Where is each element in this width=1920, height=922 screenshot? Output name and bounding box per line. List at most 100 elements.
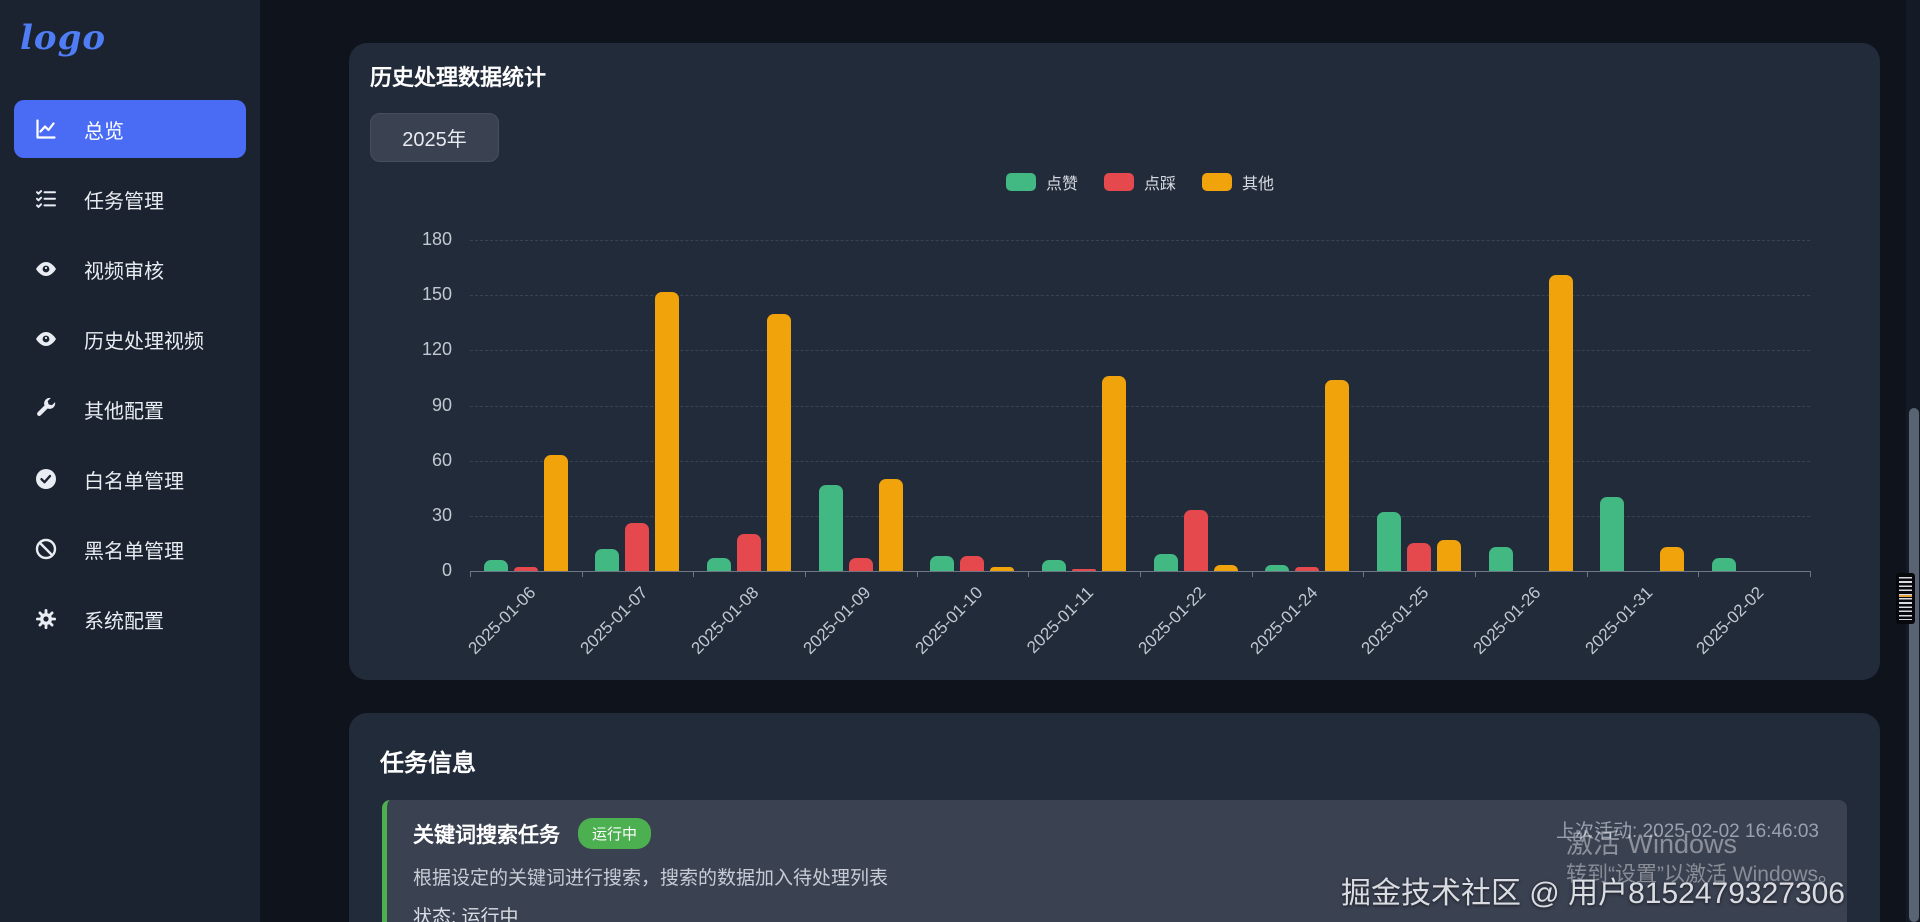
wrench-icon: [34, 397, 58, 421]
y-axis-label-30: 30: [431, 504, 452, 525]
bar-group-2025-01-10: [917, 556, 1029, 571]
x-axis-tick: [1028, 571, 1030, 577]
x-axis-tick: [470, 571, 471, 577]
bar-group-2025-01-06: [470, 455, 582, 571]
gridline-90: [470, 405, 1810, 407]
bar-other: [1213, 565, 1238, 571]
bar-group-2025-02-02: [1698, 558, 1810, 571]
x-axis-label: 2025-01-24: [1246, 583, 1321, 658]
y-axis-label-60: 60: [431, 449, 452, 470]
task-status-badge: 运行中: [578, 818, 652, 849]
legend-item-other[interactable]: 其他: [1202, 170, 1274, 194]
eye-icon: [34, 257, 58, 281]
sidebar-item-history-videos[interactable]: 历史处理视频: [14, 310, 246, 368]
x-axis-tick: [1363, 571, 1365, 577]
x-axis-label: 2025-01-07: [576, 583, 651, 658]
x-axis-label: 2025-01-31: [1581, 583, 1656, 658]
sidebar-item-other-config[interactable]: 其他配置: [14, 380, 246, 438]
sidebar-item-label: 总览: [84, 120, 124, 143]
bar-other: [1102, 376, 1127, 571]
bar-group-2025-01-22: [1140, 510, 1252, 571]
bar-likes: [1377, 512, 1402, 571]
bar-likes: [1488, 547, 1513, 571]
x-axis-tick: [581, 571, 583, 577]
legend-swatch-likes: [1005, 173, 1036, 191]
bar-dislikes: [1295, 567, 1320, 571]
scroll-minimap-widget[interactable]: [1896, 573, 1915, 624]
sidebar-item-label: 黑名单管理: [84, 540, 184, 563]
bar-dislikes: [960, 556, 985, 571]
task-name: 关键词搜索任务: [413, 823, 560, 847]
x-axis-label: 2025-01-26: [1469, 583, 1545, 658]
bar-other: [655, 291, 680, 571]
task-info-card: 任务信息 关键词搜索任务 运行中 根据设定的关键词进行搜索，搜索的数据加入待处理…: [349, 713, 1880, 922]
bar-group-2025-01-31: [1587, 497, 1699, 571]
bar-dislikes: [1183, 510, 1208, 571]
sidebar-item-whitelist[interactable]: 白名单管理: [14, 450, 246, 508]
sidebar-item-label: 视频审核: [84, 260, 164, 283]
ban-icon: [34, 537, 58, 561]
chart-line-icon: [34, 117, 58, 141]
bar-other: [1660, 547, 1685, 571]
x-axis-label: 2025-01-25: [1357, 583, 1433, 658]
sidebar-item-video-review[interactable]: 视频审核: [14, 240, 246, 298]
x-axis-label: 2025-01-11: [1023, 583, 1098, 658]
year-selector-button[interactable]: 2025年: [370, 113, 499, 162]
gear-icon: [34, 607, 58, 631]
task-last-activity: 上次活动: 2025-02-02 16:46:03: [1556, 821, 1819, 842]
minimap-stripes-icon: [1899, 577, 1912, 620]
bar-likes: [1042, 559, 1067, 571]
y-axis-label-90: 90: [431, 394, 452, 415]
bar-dislikes: [737, 534, 762, 571]
sidebar-menu: 总览任务管理视频审核历史处理视频 其他配置白名单管理黑名单管理系统配置: [0, 100, 260, 648]
bar-likes: [1153, 554, 1178, 571]
x-axis-label: 2025-01-08: [687, 583, 763, 658]
x-axis-label: 2025-01-22: [1134, 583, 1210, 658]
x-axis-tick: [693, 571, 695, 577]
bar-likes: [930, 556, 955, 571]
bar-other: [1548, 274, 1573, 571]
bar-group-2025-01-07: [582, 291, 694, 571]
gridline-60: [470, 460, 1810, 462]
legend-item-likes[interactable]: 点赞: [1005, 170, 1078, 194]
sidebar-item-label: 系统配置: [84, 610, 164, 633]
bar-other: [990, 567, 1015, 571]
y-axis-label-150: 150: [421, 284, 452, 305]
bar-group-2025-01-24: [1252, 379, 1364, 571]
legend-item-dislikes[interactable]: 点踩: [1103, 170, 1176, 194]
bar-dislikes: [625, 523, 650, 571]
chart-title: 历史处理数据统计: [370, 65, 547, 90]
sidebar-item-label: 其他配置: [84, 400, 164, 423]
bar-dislikes: [1407, 543, 1432, 571]
legend-label-other: 其他: [1242, 176, 1275, 193]
sidebar-item-overview[interactable]: 总览: [14, 100, 246, 158]
x-axis-label: 2025-01-09: [799, 583, 875, 658]
task-status-text: 状态: 运行中: [413, 907, 519, 922]
bar-chart-plot: 0 30 60 90 120 150 180 2025-01-06 2025-01-07 2025…: [422, 229, 1811, 658]
task-head: 关键词搜索任务 运行中: [413, 818, 1821, 849]
sidebar-item-blacklist[interactable]: 黑名单管理: [14, 520, 246, 578]
y-axis-label-180: 180: [421, 229, 452, 249]
legend-label-likes: 点赞: [1045, 176, 1078, 193]
bar-group-2025-01-11: [1028, 376, 1140, 571]
bar-other: [543, 455, 568, 571]
check-circle-icon: [34, 467, 58, 491]
sidebar-item-system-config[interactable]: 系统配置: [14, 590, 246, 648]
task-description: 根据设定的关键词进行搜索，搜索的数据加入待处理列表: [413, 868, 889, 889]
bar-likes: [707, 558, 732, 571]
x-axis-tick: [805, 571, 806, 577]
x-axis-tick: [1140, 571, 1141, 577]
legend-swatch-dislikes: [1103, 173, 1134, 191]
bar-group-2025-01-26: [1475, 274, 1587, 571]
bar-other: [1437, 539, 1462, 571]
x-axis-tick: [1586, 571, 1588, 577]
chart-legend: 点赞 点踩 其他: [470, 170, 1810, 194]
sidebar-item-task-management[interactable]: 任务管理: [14, 170, 246, 228]
bar-likes: [595, 548, 620, 571]
x-axis-label: 2025-01-10: [911, 583, 986, 658]
sidebar: logo 总览 任务管理 视频审核 历史处理视频 其他配置 白名单管理 黑名单管理 系统配置: [0, 0, 260, 922]
x-axis-tick: [1810, 571, 1811, 577]
scrollbar-thumb[interactable]: [1909, 408, 1919, 922]
x-axis-label: 2025-01-06: [464, 583, 540, 658]
sidebar-item-label: 历史处理视频: [84, 330, 204, 353]
